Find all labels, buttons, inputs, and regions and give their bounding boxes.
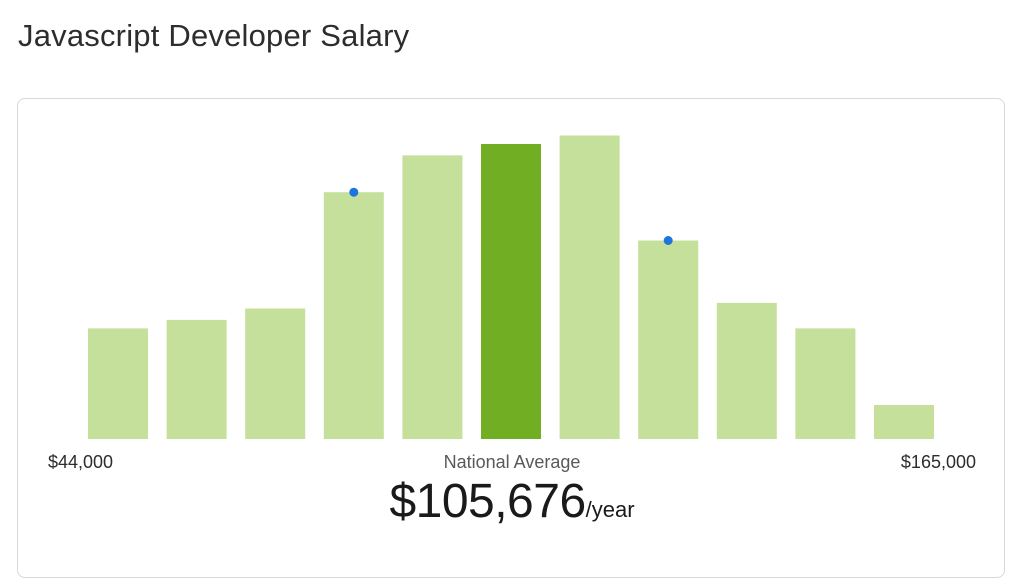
national-average-label: National Average [443, 452, 581, 472]
histogram-bar [402, 155, 463, 439]
histogram-bar [245, 308, 306, 439]
bar-marker-dot [349, 187, 359, 197]
average-salary: $105,676/year [0, 474, 1024, 529]
page-title: Javascript Developer Salary [18, 18, 410, 53]
histogram-bar [638, 240, 699, 439]
average-salary-value: $105,676 [389, 475, 586, 528]
bars-group [88, 135, 934, 439]
markers-group [349, 187, 673, 245]
range-max-label: $165,000 [900, 452, 976, 472]
histogram-bar [323, 192, 384, 439]
histogram-bar-national-average [481, 144, 541, 439]
average-salary-unit: /year [585, 497, 635, 522]
histogram-bar [874, 405, 934, 439]
histogram-bar [716, 302, 777, 439]
histogram-bar [559, 135, 620, 439]
histogram-bar [795, 328, 856, 439]
histogram-bar [166, 319, 227, 439]
range-min-label: $44,000 [48, 452, 114, 472]
salary-histogram [88, 135, 934, 439]
bar-marker-dot [663, 236, 673, 245]
histogram-bar [88, 328, 148, 439]
national-average-label-wrap: National Average [0, 452, 1024, 473]
